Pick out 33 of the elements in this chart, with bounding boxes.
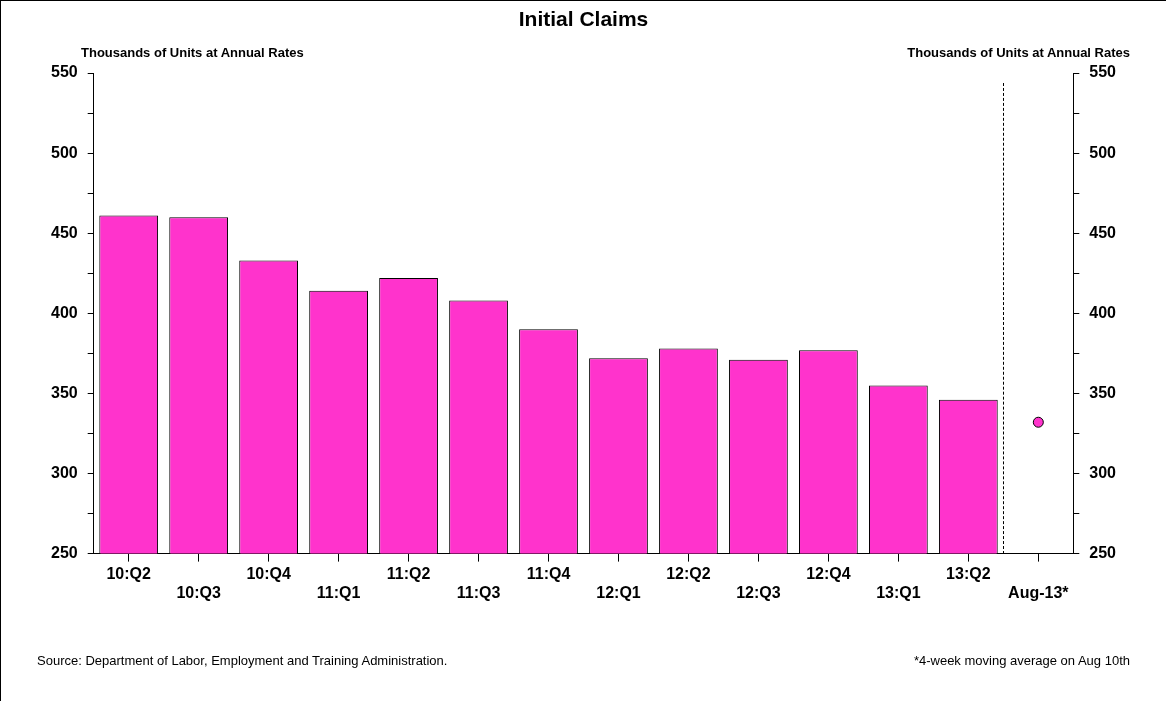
y2-axis-title: Thousands of Units at Annual Rates [907,45,1130,60]
y2-tick-label: 550 [1089,63,1117,81]
x-tick-label: 13:Q1 [876,583,921,601]
y-axis-title: Thousands of Units at Annual Rates [81,45,304,60]
x-tick-label: 10:Q3 [176,583,221,601]
x-tick-label: 10:Q2 [106,564,152,582]
text: *4-week moving average on Aug 10th [913,653,1130,668]
y2-tick-label: 500 [1089,143,1117,161]
x-tick-label: 12:Q1 [596,583,641,601]
y-tick-label: 350 [50,383,78,401]
x-tick-label: 11:Q3 [456,583,501,601]
y2-tick-label: 400 [1089,303,1117,321]
x-tick-label: 12:Q4 [806,564,851,582]
y2-tick-label: 250 [1089,544,1117,562]
y-tick-label: 250 [50,544,78,562]
x-tick-label: 12:Q3 [736,583,781,601]
x-tick-label: 13:Q2 [946,564,991,582]
x-tick-label: 10:Q4 [246,564,291,582]
y-tick-label: 450 [50,223,78,241]
x-tick-label: 11:Q1 [316,583,361,601]
y2-tick-label: 300 [1089,463,1117,481]
chart-title: Initial Claims [517,7,650,31]
y-tick-label: 550 [50,63,78,81]
y-tick-label: 400 [50,303,78,321]
y2-tick-label: 450 [1089,223,1117,241]
x-tick-label: 12:Q2 [666,564,711,582]
x-tick-label: Aug-13* [1008,583,1070,601]
y-tick-label: 500 [50,143,78,161]
y2-tick-label: 350 [1089,383,1117,401]
x-tick-label: 11:Q4 [526,564,571,582]
source-note: Source: Department of Labor, Employment and Training Administration. [37,653,448,668]
x-tick-label: 11:Q2 [386,564,431,582]
y-tick-label: 300 [50,463,78,481]
